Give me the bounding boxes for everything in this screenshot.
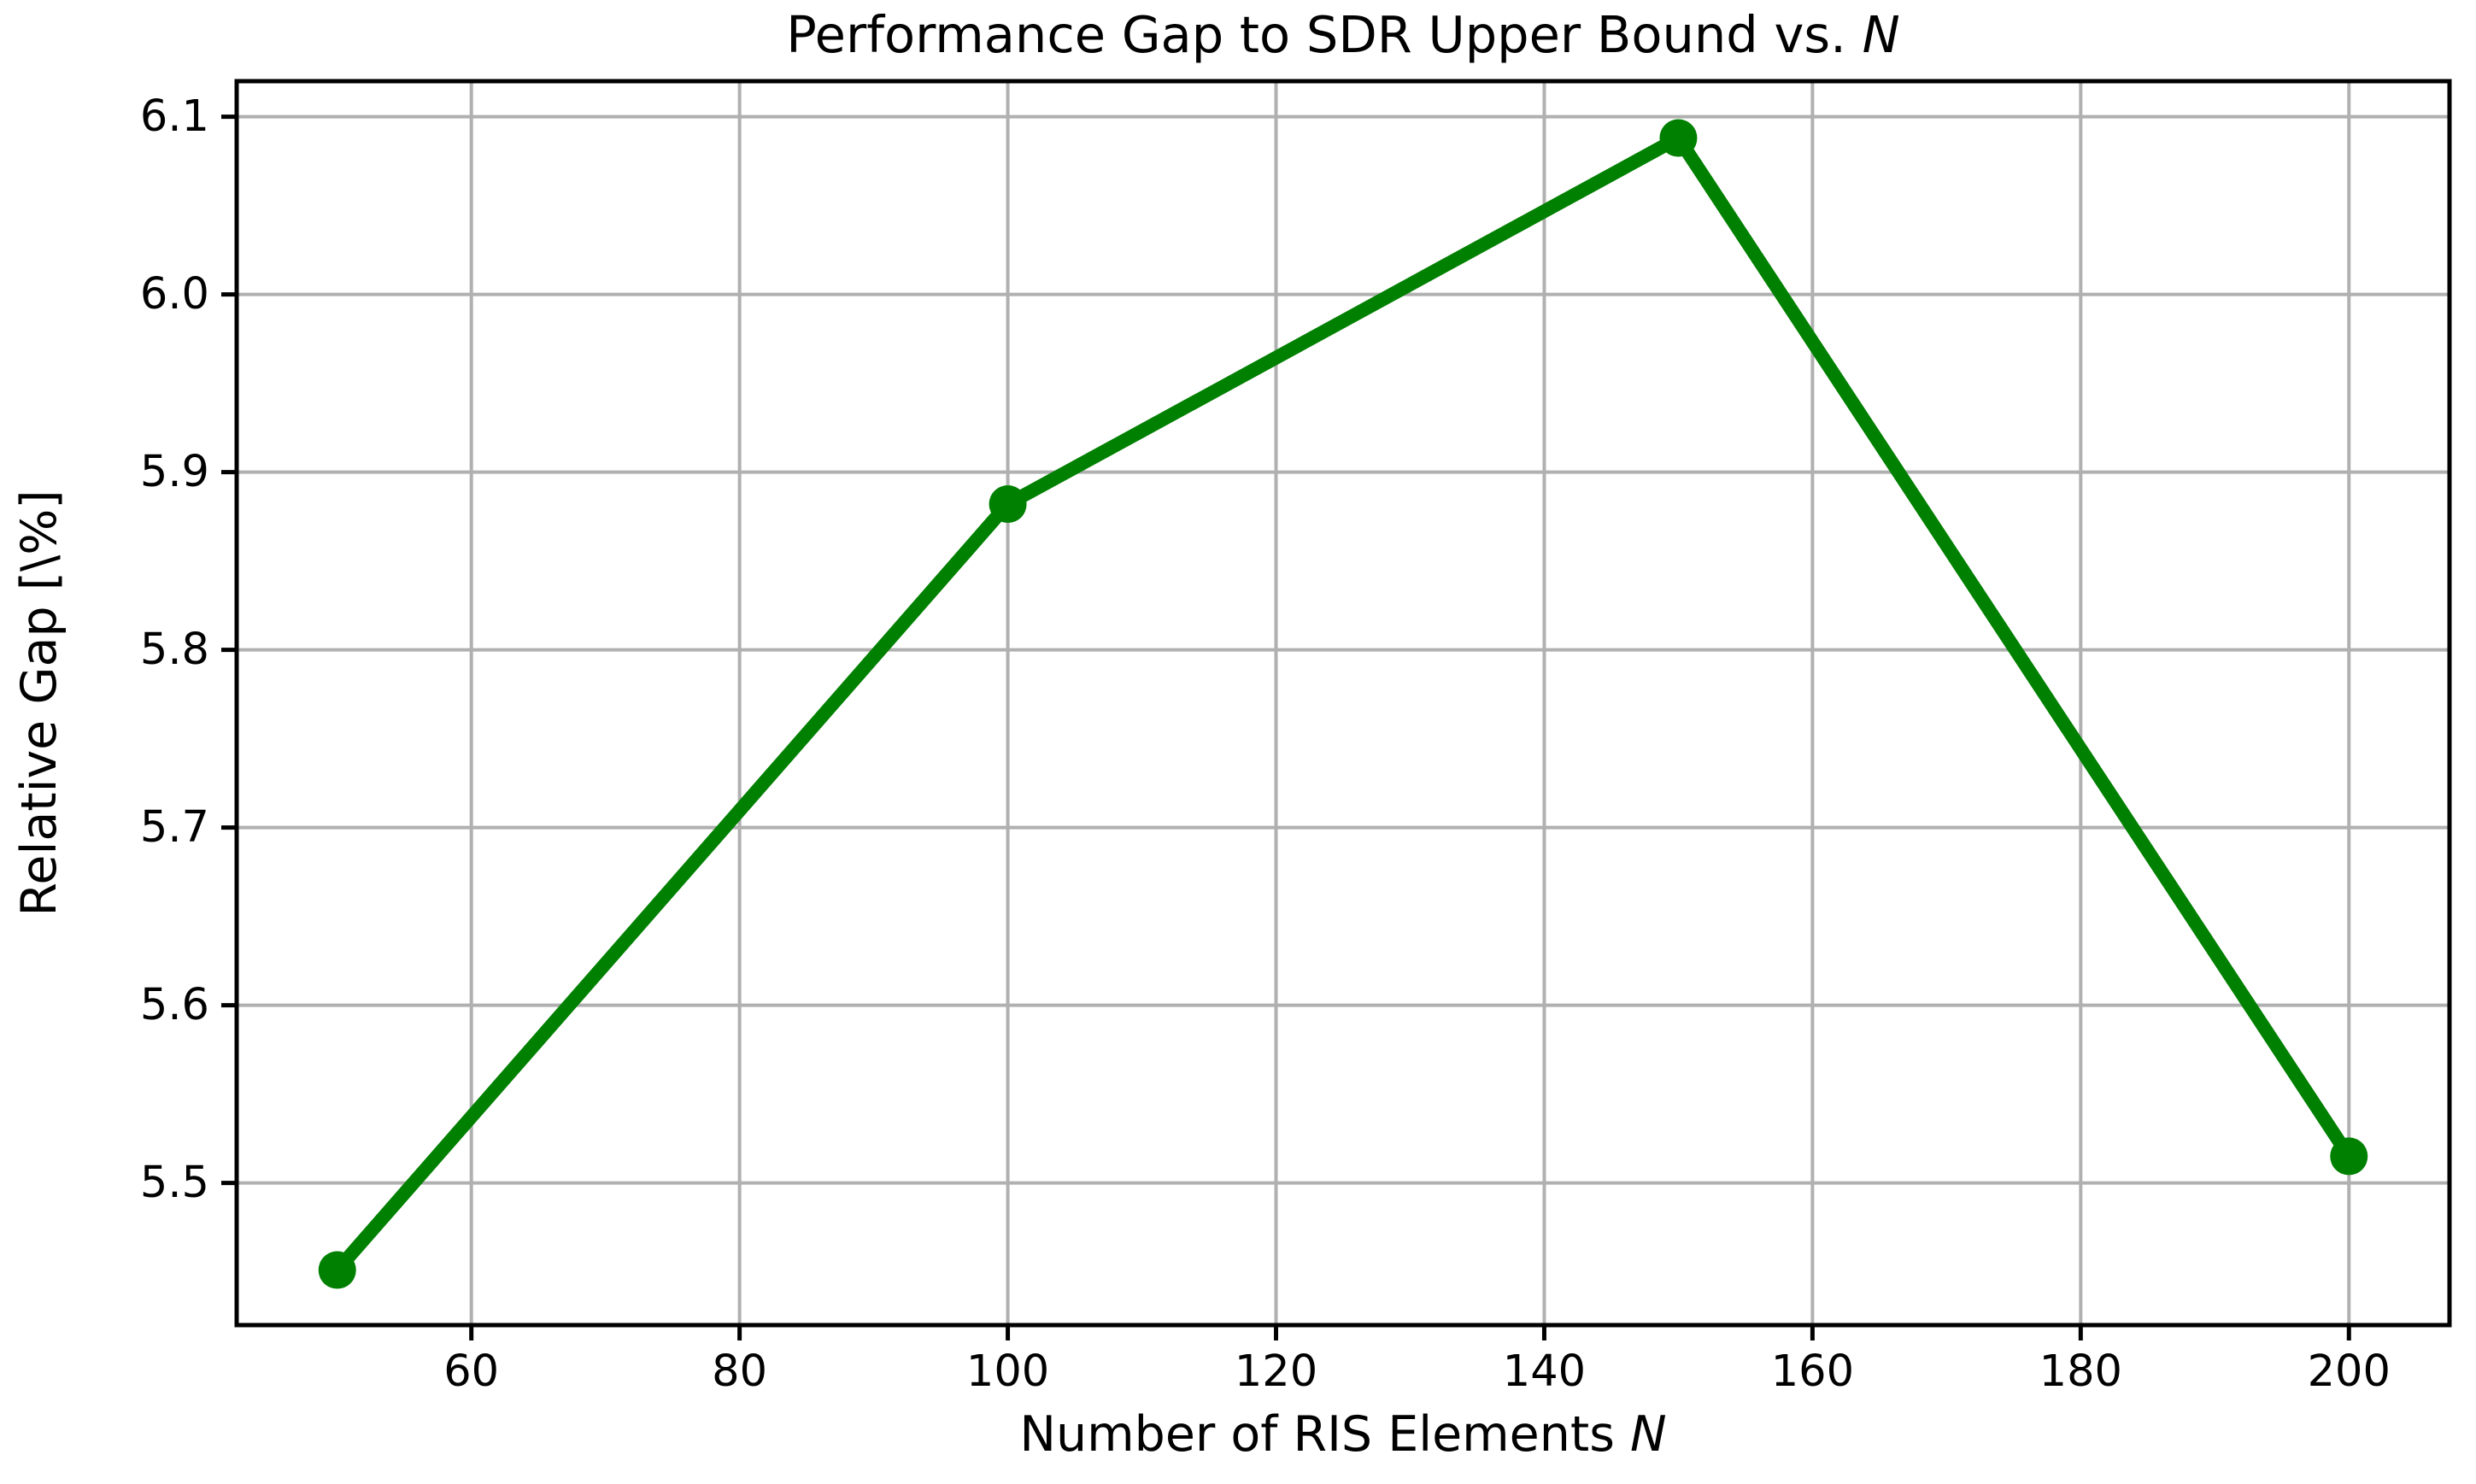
data-line-relative-gap: [330, 131, 2356, 1277]
y-tick-label-5.9: 5.9: [140, 447, 209, 497]
y-axis-label: Relative Gap [\%]: [11, 490, 67, 917]
x-tick-label-140: 140: [1503, 1346, 1586, 1397]
x-tick-label-80: 80: [712, 1346, 767, 1397]
x-tick-label-120: 120: [1235, 1346, 1317, 1397]
chart-title: Performance Gap to SDR Upper Bound vs. N: [237, 5, 2450, 66]
y-tick-label-6.1: 6.1: [140, 91, 209, 142]
data-point-relative-gap-50: [318, 1251, 356, 1289]
x-tick-label-60: 60: [443, 1346, 499, 1397]
chart-title-italic-n: N: [1862, 5, 1900, 64]
x-tick-label-200: 200: [2308, 1346, 2391, 1397]
y-tick-label-5.7: 5.7: [140, 802, 209, 853]
x-axis-label-text: Number of RIS Elements: [1019, 1406, 1631, 1463]
x-axis-label-italic-n: N: [1630, 1406, 1667, 1463]
y-tick-label-5.8: 5.8: [140, 625, 209, 675]
data-point-relative-gap-200: [2330, 1137, 2368, 1176]
y-tick-label-5.6: 5.6: [140, 980, 209, 1030]
y-tick-label-5.5: 5.5: [140, 1158, 209, 1208]
data-point-relative-gap-150: [1659, 119, 1698, 157]
x-tick-label-160: 160: [1771, 1346, 1854, 1397]
x-tick-label-180: 180: [2039, 1346, 2122, 1397]
x-axis-label: Number of RIS Elements N: [237, 1406, 2450, 1463]
chart-title-text: Performance Gap to SDR Upper Bound vs.: [786, 5, 1863, 64]
data-point-relative-gap-100: [989, 485, 1027, 524]
x-tick-label-100: 100: [966, 1346, 1049, 1397]
axes-border: [234, 79, 2452, 1328]
y-tick-label-6: 6.0: [140, 269, 209, 320]
